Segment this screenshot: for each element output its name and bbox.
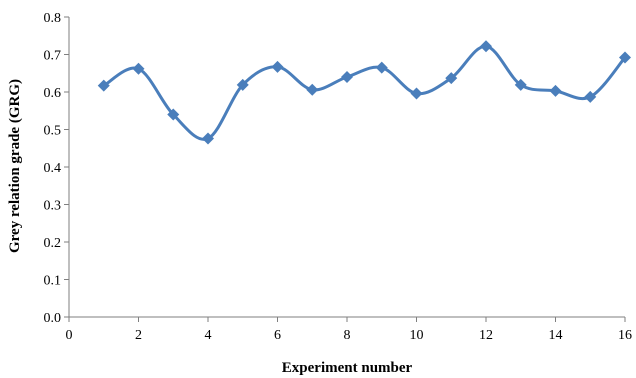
y-tick-label: 0.0 <box>44 311 62 326</box>
series-markers <box>97 40 631 145</box>
y-tick-label: 0.1 <box>44 274 62 289</box>
x-tick-label: 6 <box>274 328 281 343</box>
x-axis-title: Experiment number <box>282 360 413 376</box>
x-tick-label: 8 <box>344 328 351 343</box>
data-point-marker <box>584 90 597 103</box>
data-point-marker <box>375 61 388 74</box>
data-point-marker <box>306 83 319 96</box>
x-tick-label: 2 <box>135 328 142 343</box>
series-line <box>102 44 627 141</box>
x-tick-label: 12 <box>479 328 493 343</box>
data-point-marker <box>202 132 214 145</box>
data-point-marker <box>236 78 249 91</box>
y-axis-title: Grey relation grade (GRG) <box>7 79 23 253</box>
x-axis-ticks: 0 2 4 6 8 10 12 14 16 <box>66 317 632 343</box>
data-point-marker <box>445 72 458 85</box>
x-tick-label: 14 <box>549 328 563 343</box>
x-tick-label: 10 <box>410 328 424 343</box>
data-point-marker <box>514 78 527 91</box>
x-tick-label: 0 <box>66 328 73 343</box>
y-tick-label: 0.2 <box>44 236 62 251</box>
data-point-marker <box>619 51 631 64</box>
y-tick-label: 0.6 <box>44 86 62 101</box>
data-point-marker <box>167 108 180 121</box>
data-point-marker <box>410 87 423 100</box>
data-point-marker <box>271 60 284 73</box>
y-tick-label: 0.8 <box>44 11 62 26</box>
y-axis-ticks: 0.0 0.1 0.2 0.3 0.4 0.5 0.6 0.7 0.8 <box>44 11 69 326</box>
data-point-marker <box>132 62 145 75</box>
data-point-marker <box>341 71 353 83</box>
y-tick-label: 0.5 <box>44 124 62 139</box>
y-tick-label: 0.3 <box>44 199 62 214</box>
data-point-marker <box>549 84 562 97</box>
data-point-marker <box>97 79 110 92</box>
x-tick-label: 16 <box>618 328 632 343</box>
data-point-marker <box>480 40 492 53</box>
y-tick-label: 0.4 <box>44 161 62 176</box>
y-tick-label: 0.7 <box>44 49 62 64</box>
x-tick-label: 4 <box>205 328 212 343</box>
